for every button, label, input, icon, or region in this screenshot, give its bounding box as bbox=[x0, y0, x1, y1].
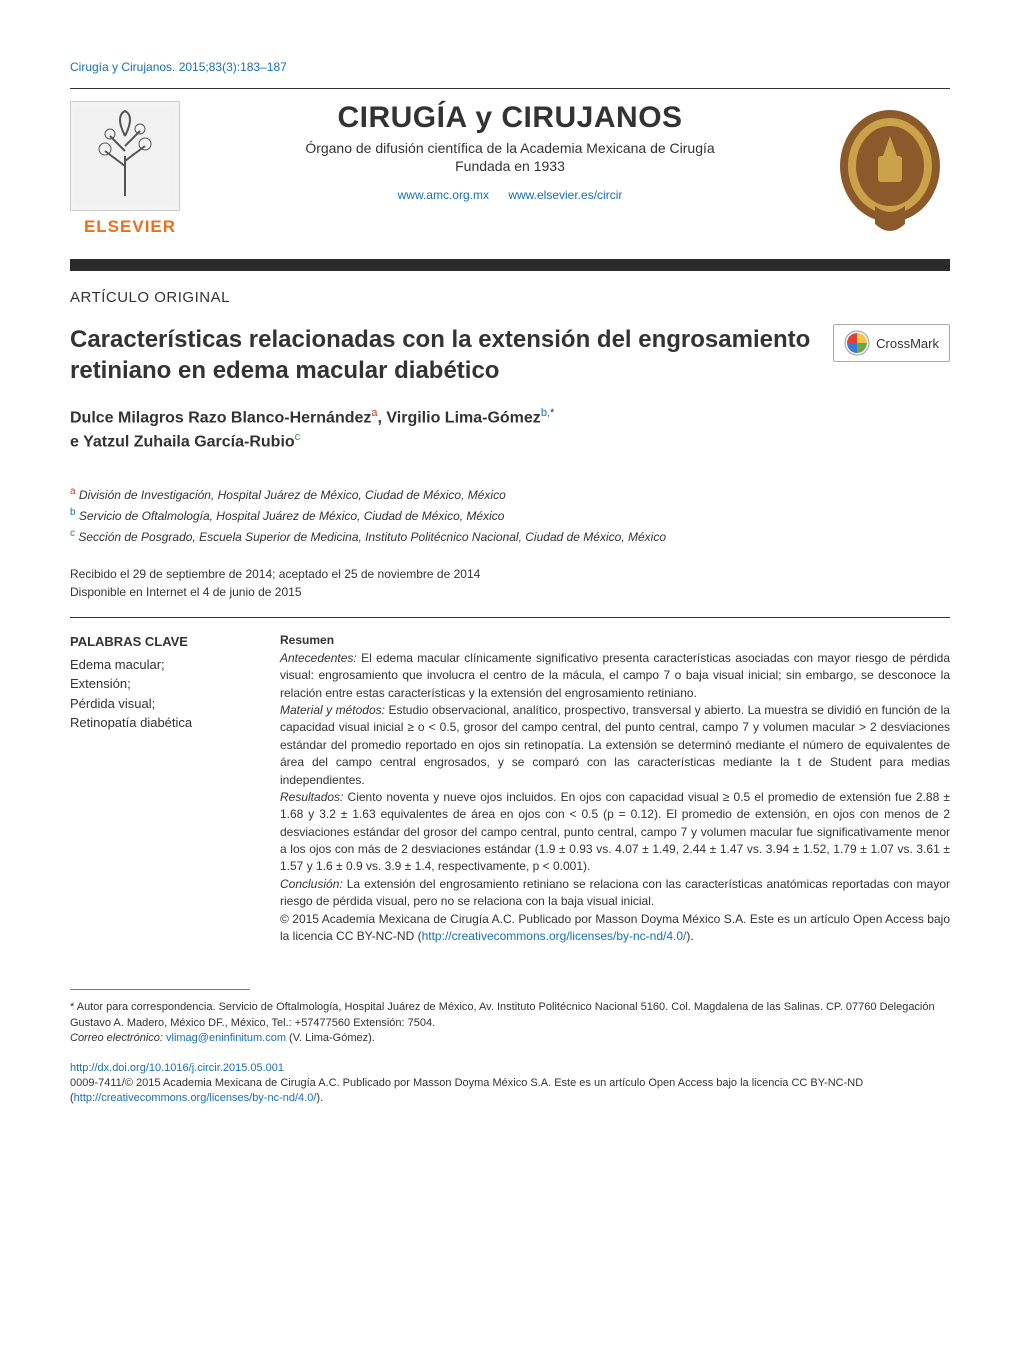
section-label: ARTÍCULO ORIGINAL bbox=[70, 289, 950, 306]
journal-founded: Fundada en 1933 bbox=[210, 158, 810, 174]
affil-a: División de Investigación, Hospital Juár… bbox=[79, 488, 506, 502]
elsevier-wordmark: ELSEVIER bbox=[70, 217, 190, 237]
copyright-end: ). bbox=[686, 929, 693, 943]
corr-email[interactable]: vlimag@eninfinitum.com bbox=[166, 1032, 286, 1044]
header-citation: Cirugía y Cirujanos. 2015;83(3):183–187 bbox=[70, 60, 950, 74]
license-link[interactable]: http://creativecommons.org/licenses/by-n… bbox=[422, 929, 687, 943]
date-received: Recibido el 29 de septiembre de 2014; ac… bbox=[70, 565, 950, 583]
author-1: Dulce Milagros Razo Blanco-Hernández bbox=[70, 410, 371, 427]
conclusion-text: La extensión del engrosamiento retiniano… bbox=[280, 877, 950, 908]
material-label: Material y métodos: bbox=[280, 703, 385, 717]
keyword-3: Pérdida visual; bbox=[70, 694, 262, 714]
journal-title-block: CIRUGÍA y CIRUJANOS Órgano de difusión c… bbox=[210, 101, 810, 202]
keywords-column: PALABRAS CLAVE Edema macular; Extensión;… bbox=[70, 618, 280, 959]
corr-text: Autor para correspondencia. Servicio de … bbox=[70, 1001, 935, 1028]
crossmark-badge[interactable]: CrossMark bbox=[833, 324, 950, 362]
journal-link-elsevier[interactable]: www.elsevier.es/circir bbox=[508, 188, 622, 202]
author-3-affil: c bbox=[295, 431, 301, 443]
author-2: Virgilio Lima-Gómez bbox=[386, 410, 540, 427]
affil-b: Servicio de Oftalmología, Hospital Juáre… bbox=[79, 509, 505, 523]
antecedentes-text: El edema macular clínicamente significat… bbox=[280, 651, 950, 700]
email-suffix: (V. Lima-Gómez). bbox=[286, 1032, 375, 1044]
crossmark-label: CrossMark bbox=[876, 336, 939, 351]
email-label: Correo electrónico: bbox=[70, 1032, 166, 1044]
date-online: Disponible en Internet el 4 de junio de … bbox=[70, 583, 950, 601]
conclusion-label: Conclusión: bbox=[280, 877, 343, 891]
footnote-rule bbox=[70, 989, 250, 990]
journal-title: CIRUGÍA y CIRUJANOS bbox=[210, 101, 810, 135]
academy-seal-icon bbox=[830, 101, 950, 241]
resultados-label: Resultados: bbox=[280, 790, 343, 804]
elsevier-tree-icon bbox=[70, 101, 180, 211]
masthead: ELSEVIER CIRUGÍA y CIRUJANOS Órgano de d… bbox=[70, 101, 950, 251]
doi-link[interactable]: http://dx.doi.org/10.1016/j.circir.2015.… bbox=[70, 1062, 284, 1074]
keyword-4: Retinopatía diabética bbox=[70, 713, 262, 733]
author-2-affil: b, bbox=[541, 407, 550, 419]
issn-end: ). bbox=[316, 1092, 323, 1104]
antecedentes-label: Antecedentes: bbox=[280, 651, 357, 665]
authors: Dulce Milagros Razo Blanco-Hernándeza, V… bbox=[70, 406, 950, 453]
abstract-column: Resumen Antecedentes: El edema macular c… bbox=[280, 617, 950, 959]
journal-subtitle: Órgano de difusión científica de la Acad… bbox=[210, 140, 810, 156]
doi-block: http://dx.doi.org/10.1016/j.circir.2015.… bbox=[70, 1061, 950, 1107]
abstract-title: Resumen bbox=[280, 632, 950, 649]
resultados-text: Ciento noventa y nueve ojos incluidos. E… bbox=[280, 790, 950, 874]
keyword-2: Extensión; bbox=[70, 674, 262, 694]
article-dates: Recibido el 29 de septiembre de 2014; ac… bbox=[70, 565, 950, 601]
rule-top bbox=[70, 88, 950, 89]
abstract-block: PALABRAS CLAVE Edema macular; Extensión;… bbox=[70, 617, 950, 959]
affiliations: a División de Investigación, Hospital Ju… bbox=[70, 484, 950, 548]
keywords-title: PALABRAS CLAVE bbox=[70, 632, 262, 652]
affil-c-marker: c bbox=[70, 528, 75, 539]
crossmark-icon bbox=[844, 330, 870, 356]
affil-c: Sección de Posgrado, Escuela Superior de… bbox=[78, 530, 666, 544]
affil-b-marker: b bbox=[70, 507, 76, 518]
affil-a-marker: a bbox=[70, 486, 76, 497]
article-title: Características relacionadas con la exte… bbox=[70, 324, 813, 386]
author-3-prefix: e bbox=[70, 433, 83, 450]
author-2-corr: * bbox=[550, 407, 554, 419]
license-link-footer[interactable]: http://creativecommons.org/licenses/by-n… bbox=[74, 1092, 317, 1104]
keyword-1: Edema macular; bbox=[70, 655, 262, 675]
journal-link-amc[interactable]: www.amc.org.mx bbox=[398, 188, 489, 202]
author-3: Yatzul Zuhaila García-Rubio bbox=[83, 433, 295, 450]
dark-band bbox=[70, 259, 950, 271]
footnotes: * Autor para correspondencia. Servicio d… bbox=[70, 1000, 950, 1046]
journal-links: www.amc.org.mx www.elsevier.es/circir bbox=[210, 188, 810, 202]
elsevier-logo-block: ELSEVIER bbox=[70, 101, 190, 237]
